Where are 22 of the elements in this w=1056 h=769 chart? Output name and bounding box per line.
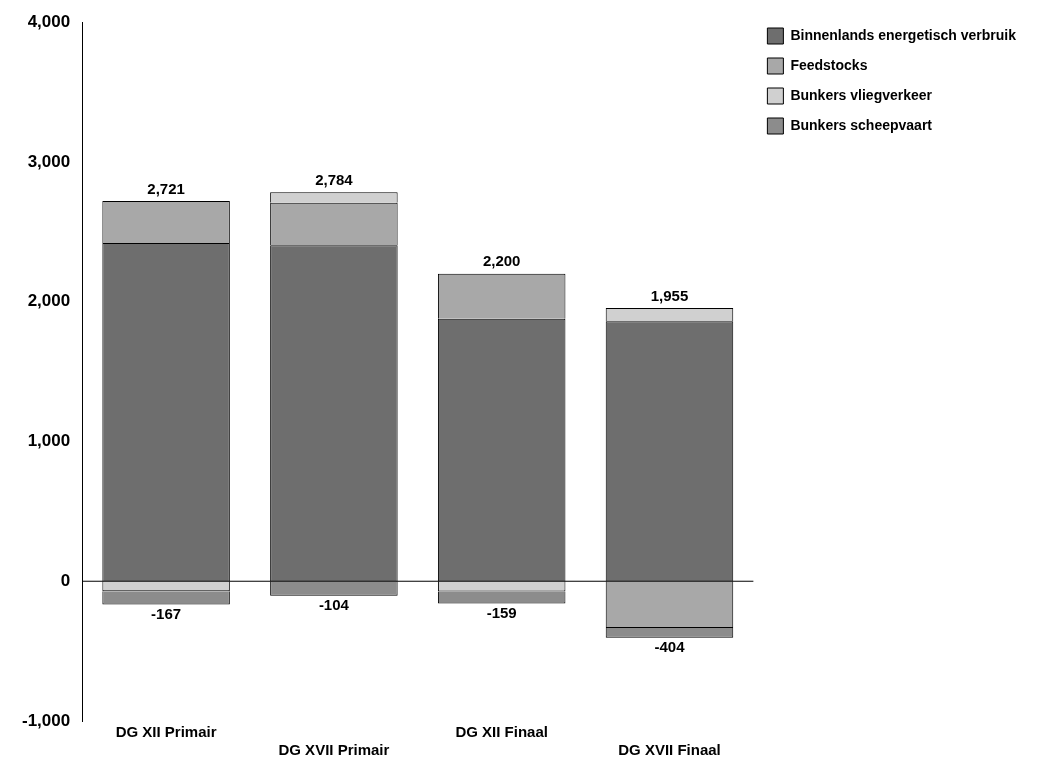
legend-label: Bunkers scheepvaart xyxy=(790,116,933,133)
annotation: -167 xyxy=(151,605,182,623)
y-tick-label: -1,000 xyxy=(22,710,71,730)
legend-label: Feedstocks xyxy=(790,56,868,73)
x-tick-label: DG XVII Finaal xyxy=(618,741,721,759)
x-tick-label: DG XVII Primair xyxy=(278,741,390,759)
y-tick-label: 1,000 xyxy=(27,431,71,451)
x-tick-label: DG XII Finaal xyxy=(455,723,548,741)
x-tick-label: DG XII Primair xyxy=(115,723,217,741)
annotation: -159 xyxy=(486,604,517,622)
legend-label: Binnenlands energetisch verbruik xyxy=(790,26,1017,43)
annotation: -104 xyxy=(318,596,350,614)
annotation: 1,955 xyxy=(650,286,689,304)
annotation: 2,200 xyxy=(482,252,521,270)
legend-label: Bunkers vliegverkeer xyxy=(790,86,933,103)
annotation: 2,784 xyxy=(315,170,354,188)
y-tick-label: 0 xyxy=(60,570,71,590)
y-tick-label: 3,000 xyxy=(27,151,71,171)
annotation: -404 xyxy=(654,638,686,656)
y-tick-label: 2,000 xyxy=(27,291,71,311)
annotation: 2,721 xyxy=(147,179,185,197)
y-tick-label: 4,000 xyxy=(27,11,71,31)
